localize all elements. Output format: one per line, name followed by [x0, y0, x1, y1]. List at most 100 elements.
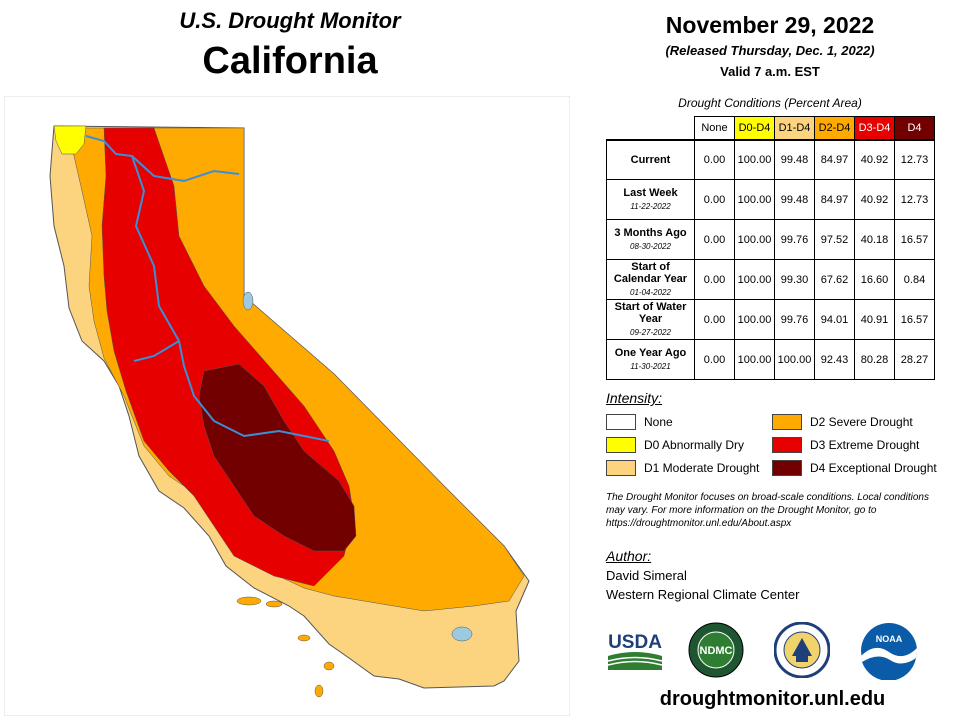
- release-date: (Released Thursday, Dec. 1, 2022): [665, 43, 875, 58]
- table-cell: 99.76: [774, 219, 815, 260]
- row-date: 11-30-2021: [630, 361, 671, 371]
- island: [297, 634, 311, 642]
- island: [323, 661, 335, 671]
- table-cell: 100.00: [734, 299, 775, 340]
- legend-label: D1 Moderate Drought: [644, 461, 760, 475]
- table-cell: 80.28: [854, 339, 895, 380]
- table-cell: 0.00: [694, 339, 735, 380]
- island: [236, 596, 262, 606]
- author-heading: Author:: [606, 548, 652, 564]
- commerce-seal: [774, 622, 830, 678]
- legend-swatch: [606, 414, 636, 430]
- table-corner: [607, 117, 695, 140]
- column-header-d3-d4: D3-D4: [854, 116, 895, 140]
- table-cell: 100.00: [774, 339, 815, 380]
- salton-sea: [451, 626, 473, 642]
- table-cell: 92.43: [814, 339, 855, 380]
- legend-swatch: [606, 460, 636, 476]
- noaa-text: NOAA: [876, 634, 903, 644]
- ndmc-logo: NDMC: [688, 622, 744, 678]
- row-label-text: One Year Ago: [614, 346, 687, 359]
- table-cell: 99.30: [774, 259, 815, 300]
- legend-label: D2 Severe Drought: [810, 415, 913, 429]
- column-header-d2-d4: D2-D4: [814, 116, 855, 140]
- table-cell: 100.00: [734, 259, 775, 300]
- map-title: U.S. Drought Monitor: [179, 8, 401, 33]
- table-cell: 12.73: [894, 179, 935, 220]
- table-cell: 0.00: [694, 219, 735, 260]
- table-cell: 0.00: [694, 179, 735, 220]
- drought-monitor-note: The Drought Monitor focuses on broad-sca…: [606, 492, 929, 529]
- conditions-table: None D0-D4 D1-D4 D2-D4 D3-D4 D4 Current 0.00 10…: [606, 116, 935, 380]
- table-cell: 16.57: [894, 219, 935, 260]
- table-row: One Year Ago 11-30-2021 0.00 100.00 100.00 92…: [606, 339, 935, 380]
- row-label-text: Start of Water Year: [614, 300, 687, 325]
- table-cell: 12.73: [894, 138, 935, 180]
- row-label: 3 Months Ago 08-30-2022: [606, 219, 695, 260]
- table-cell: 40.92: [854, 138, 895, 180]
- table-cell: 99.48: [774, 138, 815, 180]
- legend-swatch: [772, 460, 802, 476]
- ndmc-text: NDMC: [700, 645, 733, 657]
- table-cell: 0.00: [694, 299, 735, 340]
- author-name: David Simeral: [606, 568, 687, 583]
- table-cell: 28.27: [894, 339, 935, 380]
- table-cell: 84.97: [814, 179, 855, 220]
- table-cell: 0.84: [894, 259, 935, 300]
- legend-label: D4 Exceptional Drought: [810, 461, 937, 475]
- table-cell: 0.00: [694, 259, 735, 300]
- usda-text: USDA: [608, 632, 662, 653]
- noaa-logo: NOAA: [861, 623, 917, 680]
- author-org: Western Regional Climate Center: [606, 587, 800, 602]
- column-header-d4: D4: [894, 116, 935, 140]
- island: [265, 600, 283, 608]
- table-cell: 99.76: [774, 299, 815, 340]
- table-cell: 94.01: [814, 299, 855, 340]
- river-line: [131, 155, 330, 442]
- intensity-heading: Intensity:: [606, 390, 663, 406]
- legend-item: D2 Severe Drought: [772, 414, 913, 430]
- d0-region: [53, 125, 87, 155]
- drought-map: [4, 96, 570, 716]
- table-row: Start of Water Year 09-27-2022 0.00 100.00 9…: [606, 299, 935, 340]
- table-header-row: None D0-D4 D1-D4 D2-D4 D3-D4 D4: [607, 116, 935, 140]
- table-cell: 100.00: [734, 339, 775, 380]
- site-url[interactable]: droughtmonitor.unl.edu: [659, 688, 886, 710]
- table-cell: 100.00: [734, 219, 775, 260]
- valid-time: Valid 7 a.m. EST: [720, 64, 820, 79]
- map-date: November 29, 2022: [665, 12, 875, 38]
- table-cell: 99.48: [774, 179, 815, 220]
- d4-region: [198, 363, 357, 552]
- table-cell: 40.91: [854, 299, 895, 340]
- table-cell: 16.60: [854, 259, 895, 300]
- table-cell: 40.18: [854, 219, 895, 260]
- legend-item: None: [606, 414, 673, 430]
- table-caption: Drought Conditions (Percent Area): [678, 96, 862, 110]
- table-cell: 84.97: [814, 138, 855, 180]
- row-label-text: Start of Calendar Year: [613, 260, 688, 285]
- table-cell: 67.62: [814, 259, 855, 300]
- lake-tahoe: [242, 291, 254, 311]
- legend-item: D4 Exceptional Drought: [772, 460, 937, 476]
- table-row: Current 0.00 100.00 99.48 84.97 40.92 12.73: [606, 138, 935, 180]
- table-row: Last Week 11-22-2022 0.00 100.00 99.48 84.97 4…: [606, 179, 935, 220]
- row-date: 01-04-2022: [630, 287, 671, 297]
- row-label: Current: [606, 138, 695, 180]
- table-cell: 100.00: [734, 179, 775, 220]
- legend-item: D3 Extreme Drought: [772, 437, 919, 453]
- legend-swatch: [772, 414, 802, 430]
- row-date: 11-22-2022: [630, 201, 671, 211]
- row-label: Start of Water Year 09-27-2022: [606, 299, 695, 340]
- table-cell: 100.00: [734, 138, 775, 180]
- row-label-text: Current: [630, 153, 671, 166]
- legend-swatch: [606, 437, 636, 453]
- legend-label: D3 Extreme Drought: [810, 438, 920, 452]
- legend-label: D0 Abnormally Dry: [644, 438, 745, 452]
- legend-label: None: [644, 415, 673, 429]
- table-row: 3 Months Ago 08-30-2022 0.00 100.00 99.76 97.…: [606, 219, 935, 260]
- column-header-d1-d4: D1-D4: [774, 116, 815, 140]
- row-label-text: 3 Months Ago: [614, 226, 687, 239]
- row-date: 09-27-2022: [630, 327, 671, 337]
- table-cell: 97.52: [814, 219, 855, 260]
- table-row: Start of Calendar Year 01-04-2022 0.00 100.…: [606, 259, 935, 300]
